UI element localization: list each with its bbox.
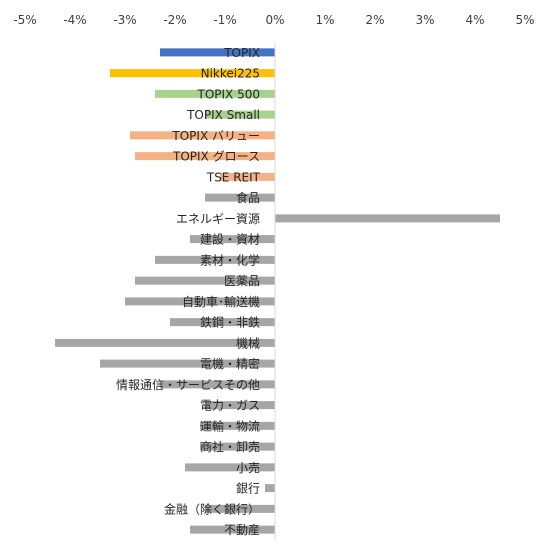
bar-15	[55, 338, 275, 347]
x-tick-label: 5%	[515, 13, 534, 27]
x-tick-label: 0%	[265, 13, 284, 27]
bar-11	[155, 255, 275, 264]
x-tick-label: 3%	[415, 13, 434, 27]
bar-21	[185, 463, 275, 472]
category-label: 小売	[236, 460, 260, 475]
category-label: 食品	[236, 190, 260, 205]
bar-16	[100, 359, 275, 368]
bar-19	[200, 421, 275, 430]
category-label: 運輸・物流	[200, 418, 260, 433]
bar-14	[170, 318, 275, 327]
category-label: Nikkei225	[201, 67, 260, 81]
category-labels: TOPIX Nikkei225 TOPIX 500 TOPIX Small TOPIX …	[116, 46, 261, 537]
x-tick-label: -4%	[63, 13, 86, 27]
category-label: 銀行	[236, 482, 260, 496]
bar-12	[135, 276, 275, 285]
category-label: 情報通信・サービスその他	[116, 378, 260, 392]
category-label: 医薬品	[224, 274, 260, 288]
bar-10	[190, 235, 275, 244]
category-label: TOPIX	[223, 46, 260, 60]
category-label: TOPIX グロース	[172, 150, 260, 164]
x-axis-ticks: -5% -4% -3% -2% -1% 0% 1% 2% 3% 4% 5%	[13, 13, 534, 27]
category-label: 金融（除く銀行）	[164, 501, 260, 516]
category-label: 素材・化学	[200, 252, 260, 267]
category-label: TOPIX バリュー	[171, 129, 260, 143]
category-label: 鉄鋼・非鉄	[200, 315, 260, 330]
bar-8	[205, 193, 275, 202]
bars	[55, 48, 500, 534]
x-tick-label: -1%	[213, 13, 236, 27]
x-tick-label: -5%	[13, 13, 36, 27]
bar-6	[135, 152, 275, 161]
x-tick-label: 2%	[365, 13, 384, 27]
bar-18	[205, 401, 275, 410]
category-label: 建設・資材	[200, 232, 260, 247]
bar-4	[205, 110, 275, 119]
bar-22	[265, 484, 275, 493]
category-label: 商社・卸売	[200, 439, 260, 454]
category-label: TOPIX Small	[186, 108, 260, 122]
x-tick-label: -3%	[113, 13, 136, 27]
bar-3	[155, 89, 275, 98]
category-label: 電機・精密	[200, 356, 260, 371]
category-label: エネルギー資源	[176, 212, 260, 226]
bar-23	[205, 504, 275, 513]
category-label: 機械	[236, 335, 260, 350]
x-tick-label: 4%	[465, 13, 484, 27]
bar-5	[130, 131, 275, 140]
bar-13	[125, 297, 275, 306]
category-label: 不動産	[224, 522, 260, 537]
bar-9	[275, 214, 500, 223]
category-label: 自動車･輸送機	[182, 294, 260, 309]
bar-17	[160, 380, 275, 389]
bar-1	[160, 48, 275, 57]
category-label: 電力・ガス	[200, 399, 260, 413]
bar-20	[200, 442, 275, 451]
category-label: TSE REIT	[206, 170, 261, 184]
x-tick-label: -2%	[163, 13, 186, 27]
bar-2	[110, 69, 275, 78]
category-label: TOPIX 500	[197, 87, 261, 101]
bar-7	[220, 172, 275, 181]
x-tick-label: 1%	[315, 13, 334, 27]
bar-24	[190, 525, 275, 534]
